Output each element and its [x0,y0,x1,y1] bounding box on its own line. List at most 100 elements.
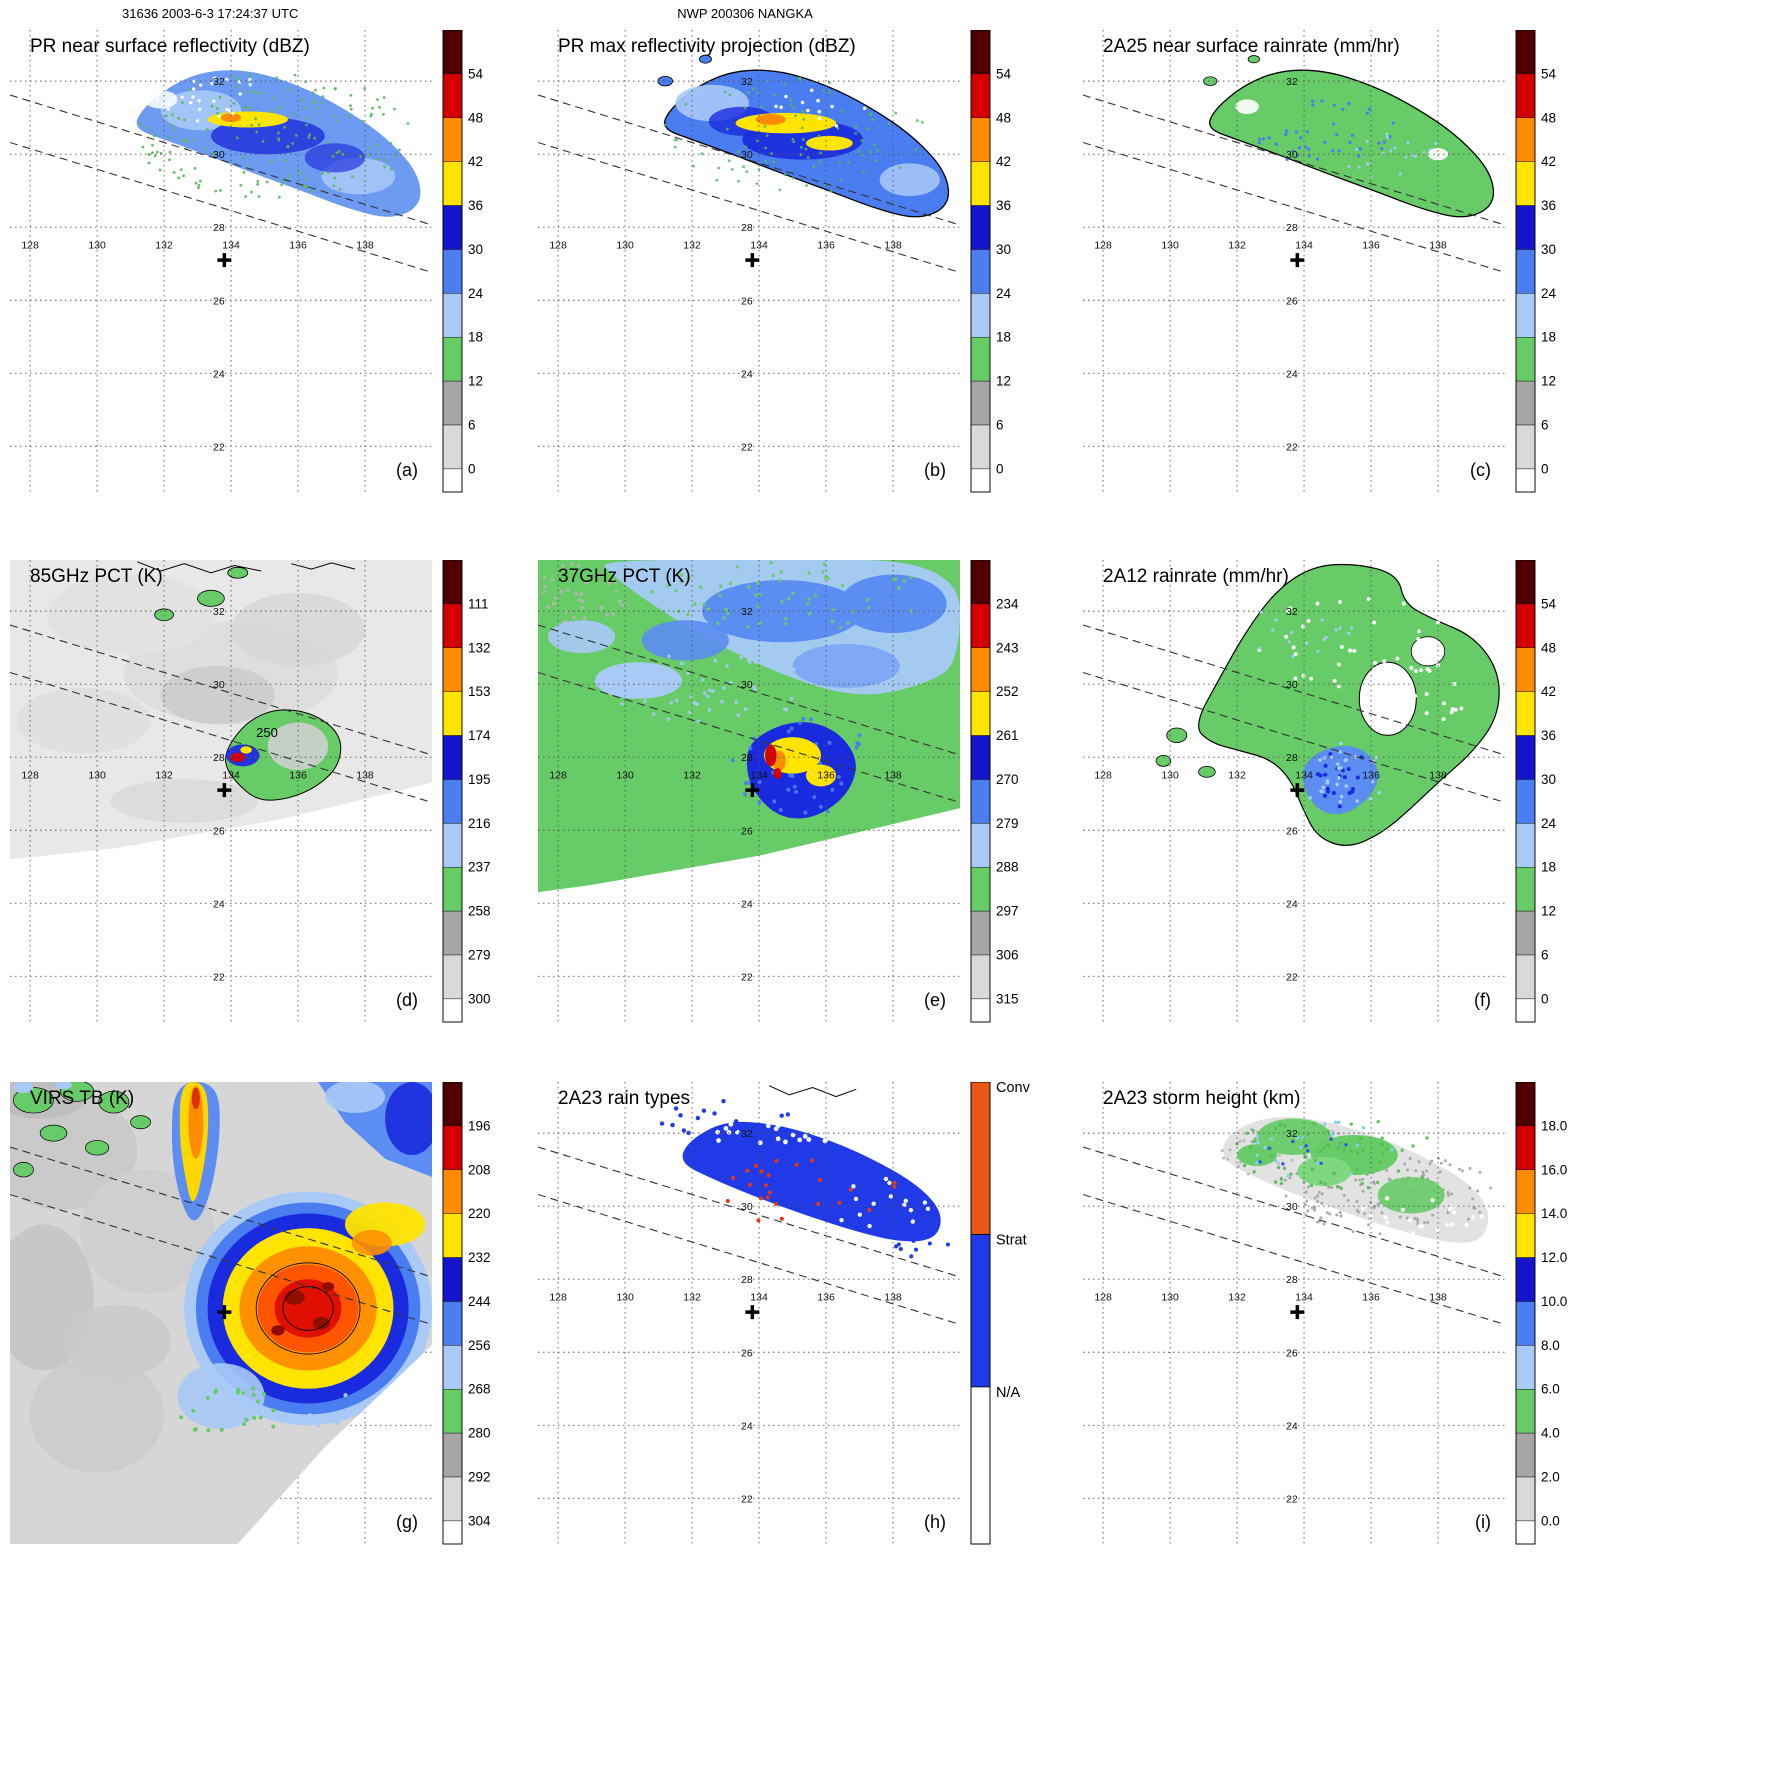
svg-text:130: 130 [88,239,106,251]
svg-text:6.0: 6.0 [1541,1382,1560,1397]
svg-text:138: 138 [884,239,902,251]
svg-text:Strat: Strat [996,1232,1027,1248]
panel-d-data-layers: 250 [10,560,432,860]
panel-i-letter: (i) [1475,1512,1491,1532]
panel-i-plot: 128 130 132 134 136 138 22 24 26 28 30 32 2A23 storm… [1083,1082,1567,1545]
panel-h: 128 130 132 134 136 138 22 24 26 28 30 32 2A23 rain … [538,1082,1046,1548]
svg-text:279: 279 [996,816,1019,831]
panel-c-overlay [1083,94,1505,274]
svg-text:32: 32 [213,606,225,618]
svg-text:54: 54 [1541,66,1557,81]
svg-text:306: 306 [996,948,1019,963]
swath-edge-line [538,1146,960,1278]
svg-text:0: 0 [1541,991,1549,1006]
svg-text:42: 42 [468,154,483,169]
svg-text:22: 22 [741,441,753,453]
svg-text:292: 292 [468,1470,491,1485]
svg-text:30: 30 [1541,242,1556,257]
svg-text:237: 237 [468,860,491,875]
panel-c-colorbar: 54 48 42 36 30 24 18 12 6 0 [1515,30,1557,493]
storm-center-cross [217,1305,232,1320]
svg-text:36: 36 [468,198,483,213]
svg-text:18: 18 [996,330,1011,345]
swath-edge-line [1083,671,1505,804]
svg-text:14.0: 14.0 [1541,1206,1567,1221]
svg-text:24: 24 [468,286,484,301]
panel-d-plot: 250 128 130 132 134 136 138 22 24 26 28 30 32 85GHz P… [10,560,491,1023]
svg-text:24: 24 [1286,368,1298,380]
svg-text:130: 130 [1161,769,1179,781]
svg-text:138: 138 [1429,1291,1447,1303]
svg-text:250: 250 [256,725,278,740]
svg-text:54: 54 [468,66,484,81]
panel-e-grid [538,560,960,1022]
svg-text:304: 304 [468,1513,491,1528]
panel-h-data-layers [659,1085,950,1259]
svg-text:18: 18 [468,330,483,345]
svg-text:6: 6 [996,418,1004,433]
panel-h-letter: (h) [924,1512,946,1532]
panel-i-colorbar: 18.0 16.0 14.0 12.0 10.0 8.0 6.0 4.0 2.0 0.0 [1515,1082,1567,1545]
svg-text:32: 32 [741,1128,753,1140]
svg-text:12.0: 12.0 [1541,1250,1567,1265]
svg-text:132: 132 [155,769,173,781]
svg-text:24: 24 [741,898,753,910]
panel-i: 128 130 132 134 136 138 22 24 26 28 30 32 2A23 storm… [1083,1082,1591,1548]
swath-edge-line [1083,94,1505,226]
svg-text:16.0: 16.0 [1541,1162,1567,1177]
panel-c: 128 130 132 134 136 138 22 24 26 28 30 32 2A25 near … [1083,30,1591,496]
swath-edge-line [538,141,960,274]
svg-text:136: 136 [1362,1291,1380,1303]
svg-text:22: 22 [1286,971,1298,983]
svg-text:174: 174 [468,728,491,743]
svg-text:0: 0 [996,461,1004,476]
svg-text:130: 130 [616,1291,634,1303]
storm-center-cross [217,783,232,798]
storm-center-cross [1290,1305,1305,1320]
svg-text:30: 30 [468,242,483,257]
panel-e-letter: (e) [924,990,946,1010]
swath-edge-line [10,94,432,226]
svg-text:48: 48 [1541,640,1556,655]
svg-text:26: 26 [1286,825,1298,837]
svg-text:30: 30 [996,242,1011,257]
svg-text:138: 138 [884,1291,902,1303]
svg-text:28: 28 [1286,752,1298,764]
svg-text:24: 24 [741,1420,753,1432]
swath-edge-line [538,1193,960,1326]
svg-text:270: 270 [996,772,1019,787]
panel-b-letter: (b) [924,460,946,480]
svg-text:134: 134 [1295,769,1313,781]
svg-text:138: 138 [1429,239,1447,251]
svg-text:6: 6 [468,418,476,433]
panel-h-plot: 128 130 132 134 136 138 22 24 26 28 30 32 2A23 rain … [538,1082,1031,1545]
panel-e-tick-labels: 128 130 132 134 136 138 22 24 26 28 30 32 [549,606,902,983]
svg-text:134: 134 [750,239,768,251]
svg-text:0.0: 0.0 [1541,1513,1560,1528]
svg-text:32: 32 [213,76,225,88]
svg-text:22: 22 [213,971,225,983]
svg-text:132: 132 [683,239,701,251]
svg-text:128: 128 [1094,769,1112,781]
svg-text:26: 26 [213,825,225,837]
svg-text:288: 288 [996,860,1019,875]
svg-text:128: 128 [549,239,567,251]
svg-text:134: 134 [222,239,240,251]
svg-text:24: 24 [1541,816,1557,831]
svg-text:26: 26 [741,825,753,837]
panel-c-tick-labels: 128 130 132 134 136 138 22 24 26 28 30 32 [1094,76,1447,453]
panel-b-tick-labels: 128 130 132 134 136 138 22 24 26 28 30 32 [549,76,902,453]
svg-text:136: 136 [289,769,307,781]
swath-edge-line [1083,1146,1505,1278]
svg-text:32: 32 [741,606,753,618]
svg-text:12: 12 [468,374,483,389]
panel-b-title: PR max reflectivity projection (dBZ) [558,36,856,57]
svg-text:132: 132 [1228,1291,1246,1303]
svg-text:111: 111 [468,596,489,611]
svg-text:32: 32 [1286,606,1298,618]
svg-text:24: 24 [741,368,753,380]
svg-text:2.0: 2.0 [1541,1470,1560,1485]
panel-i-overlay [1083,1146,1505,1326]
svg-text:22: 22 [1286,441,1298,453]
svg-text:134: 134 [750,769,768,781]
